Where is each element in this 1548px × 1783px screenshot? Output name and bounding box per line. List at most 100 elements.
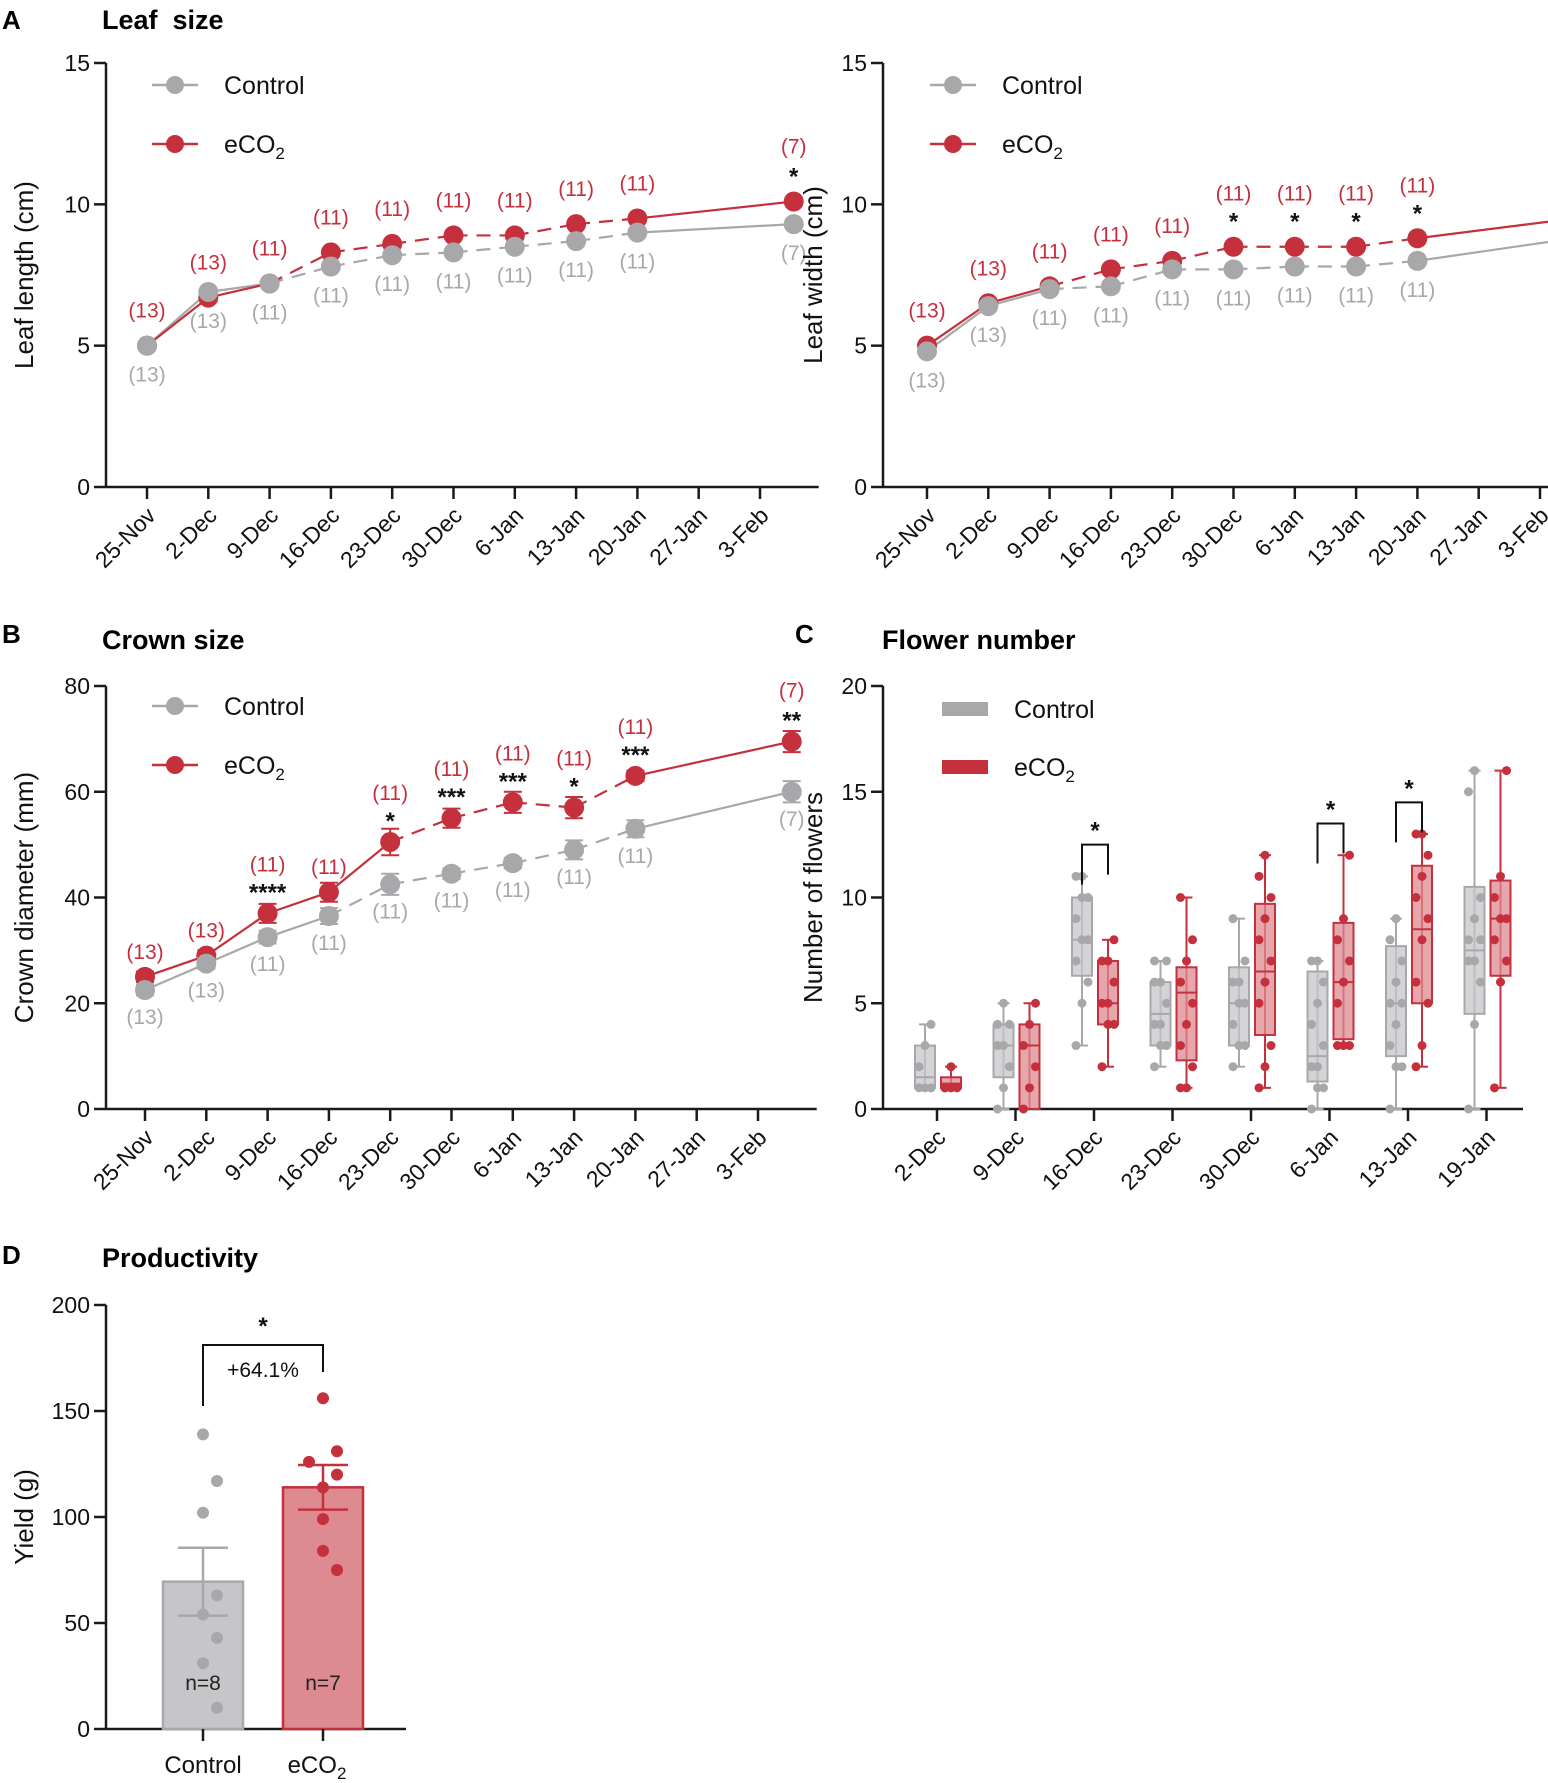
panel-d-significance-bracket bbox=[202, 1344, 324, 1406]
panel-b-crown-control-n-label: (13) bbox=[126, 1006, 163, 1029]
panel-c-y-tick-label: 15 bbox=[841, 779, 867, 805]
panel-b-crown-control-segment bbox=[512, 848, 575, 865]
panel-b-crown-eco2-segment bbox=[635, 740, 792, 777]
panel-a-width-eco2-segment bbox=[1049, 268, 1112, 288]
panel-a-length-eco2-point bbox=[627, 208, 648, 229]
panel-c-y-axis-title: Number of flowers bbox=[798, 792, 828, 1003]
panel-c-eco2-point bbox=[1417, 871, 1427, 881]
panel-c-eco2-point bbox=[1502, 766, 1511, 776]
panel-c-eco2-point bbox=[1109, 977, 1119, 987]
panel-a-width-significance-star: * bbox=[1351, 209, 1361, 236]
panel-a-length-control-n-label: (11) bbox=[558, 259, 594, 282]
panel-c-eco2-point bbox=[1411, 977, 1421, 987]
panel-a-length-eco2-n-label: (11) bbox=[558, 178, 594, 201]
panel-a-length-legend-eco2-marker bbox=[166, 135, 184, 153]
panel-c-control-point bbox=[1476, 893, 1485, 902]
panel-b-crown-control-n-label: (11) bbox=[495, 879, 531, 902]
panel-b-crown-eco2-point bbox=[380, 831, 401, 852]
panel-c-eco2-point bbox=[1490, 893, 1499, 902]
panel-b-crown-y-tick-label: 20 bbox=[64, 990, 90, 1016]
panel-a-width-eco2-n-label: (11) bbox=[1338, 183, 1374, 206]
panel-c-eco2-point bbox=[940, 1083, 950, 1093]
panel-a-length-legend-eco2-label: eCO2 bbox=[224, 131, 285, 163]
panel-c-y-tick-label: 20 bbox=[841, 673, 867, 699]
panel-c-x-tick-label: 13-Jan bbox=[1353, 1124, 1421, 1192]
panel-a-length-x-tick-label: 2-Dec bbox=[160, 502, 222, 564]
panel-c-eco2-point bbox=[1182, 1019, 1191, 1029]
panel-a-width-eco2-point bbox=[1223, 236, 1244, 257]
panel-c-eco2-point bbox=[1025, 1083, 1034, 1093]
panel-c-control-box bbox=[1306, 970, 1329, 1083]
panel-c-control-point bbox=[993, 1019, 1002, 1029]
panel-c-control-point bbox=[926, 1083, 936, 1093]
panel-c-legend-control-swatch bbox=[942, 702, 988, 716]
panel-d-control-point bbox=[211, 1701, 223, 1714]
panel-b-crown-eco2-segment bbox=[144, 954, 207, 978]
panel-a-width-eco2-segment bbox=[988, 285, 1050, 305]
panel-c-eco2-point bbox=[1182, 956, 1191, 966]
panel-a-length-x-tick-label: 30-Dec bbox=[396, 502, 467, 573]
panel-b-crown-y-tick-label: 80 bbox=[64, 673, 90, 699]
panel-b-crown-eco2-n-label: (11) bbox=[618, 716, 654, 739]
panel-c-control-point bbox=[1234, 977, 1244, 987]
panel-c-eco2-point bbox=[1260, 977, 1270, 987]
panel-a-length-control-n-label: (13) bbox=[190, 310, 227, 333]
panel-c-control-point bbox=[1083, 977, 1093, 987]
panel-a-width-eco2-segment bbox=[1171, 245, 1234, 262]
panel-a-width-y-tick-label: 0 bbox=[854, 474, 867, 500]
panel-b-crown-x-tick-label: 30-Dec bbox=[394, 1124, 465, 1195]
panel-a-length-control-n-label: (11) bbox=[436, 270, 472, 293]
panel-b-crown-eco2-point bbox=[502, 792, 523, 813]
panel-c-control-point bbox=[1391, 914, 1401, 924]
panel-c-title: Flower number bbox=[882, 625, 1076, 655]
panel-d-control-point bbox=[197, 1608, 209, 1621]
panel-letter-a: A bbox=[2, 5, 21, 35]
panel-a-width-eco2-segment bbox=[926, 302, 989, 347]
panel-b-crown-eco2-point bbox=[257, 903, 278, 924]
panel-a-length-eco2-segment bbox=[330, 242, 393, 254]
panel-c-control-point bbox=[1470, 766, 1479, 776]
panel-a-title: Leaf size bbox=[102, 5, 224, 35]
panel-c-control-point bbox=[1150, 1062, 1159, 1072]
panel-c-control-point bbox=[1385, 998, 1395, 1008]
panel-c-eco2-point bbox=[1333, 935, 1342, 945]
panel-c-eco2-point bbox=[1490, 1083, 1499, 1093]
panel-b-crown-eco2-n-label: (11) bbox=[495, 742, 531, 765]
panel-b-crown-control-point bbox=[196, 953, 217, 974]
panel-a-width-eco2-n-label: (11) bbox=[1032, 240, 1068, 263]
panel-a-length-y-tick-label: 15 bbox=[64, 50, 90, 76]
panel-a-length-control-segment bbox=[575, 231, 638, 243]
panel-c-control-point bbox=[1083, 893, 1093, 902]
panel-a-width-y-axis-title: Leaf width (cm) bbox=[798, 186, 828, 364]
panel-b-crown-control-segment bbox=[267, 914, 330, 939]
panel-b-crown-eco2-n-label: (13) bbox=[188, 920, 225, 943]
panel-c-significance-bracket bbox=[1395, 801, 1423, 843]
panel-a-width-x-tick-label: 20-Jan bbox=[1363, 502, 1431, 570]
panel-a-width-x-tick-label: 25-Nov bbox=[870, 502, 941, 573]
panel-c-control-point bbox=[1162, 998, 1171, 1008]
panel-c-eco2-point bbox=[1411, 1062, 1421, 1072]
panel-a-length-eco2-point bbox=[783, 191, 804, 212]
panel-b-crown-control-point bbox=[502, 853, 523, 874]
panel-a-width-x-tick-label: 27-Jan bbox=[1424, 502, 1492, 570]
panel-c-control-point bbox=[1077, 998, 1087, 1008]
panel-d-control-point bbox=[211, 1474, 223, 1487]
panel-c-eco2-point bbox=[1333, 998, 1342, 1008]
panel-d-control-point bbox=[197, 1657, 209, 1670]
panel-a-width-eco2-segment bbox=[1417, 220, 1548, 240]
panel-a-length-eco2-n-label: (11) bbox=[436, 189, 472, 212]
panel-c-control-point bbox=[1083, 935, 1093, 945]
panel-d-control-point bbox=[197, 1428, 209, 1441]
panel-a-width-control-n-label: (11) bbox=[1154, 287, 1190, 310]
panel-b-crown-x-tick-label: 6-Jan bbox=[467, 1124, 526, 1183]
panel-c-eco2-point bbox=[1411, 893, 1421, 902]
panel-a-length-control-point bbox=[320, 256, 341, 277]
panel-a-width-control-point bbox=[1162, 259, 1183, 280]
panel-c-eco2-point bbox=[1496, 977, 1505, 987]
panel-b-crown-significance-star: ** bbox=[782, 708, 801, 735]
panel-c-control-point bbox=[1307, 1104, 1316, 1114]
panel-c-significance-bracket bbox=[1081, 843, 1109, 885]
panel-c-control-point bbox=[1228, 1019, 1238, 1029]
panel-c-eco2-point bbox=[1254, 935, 1264, 945]
